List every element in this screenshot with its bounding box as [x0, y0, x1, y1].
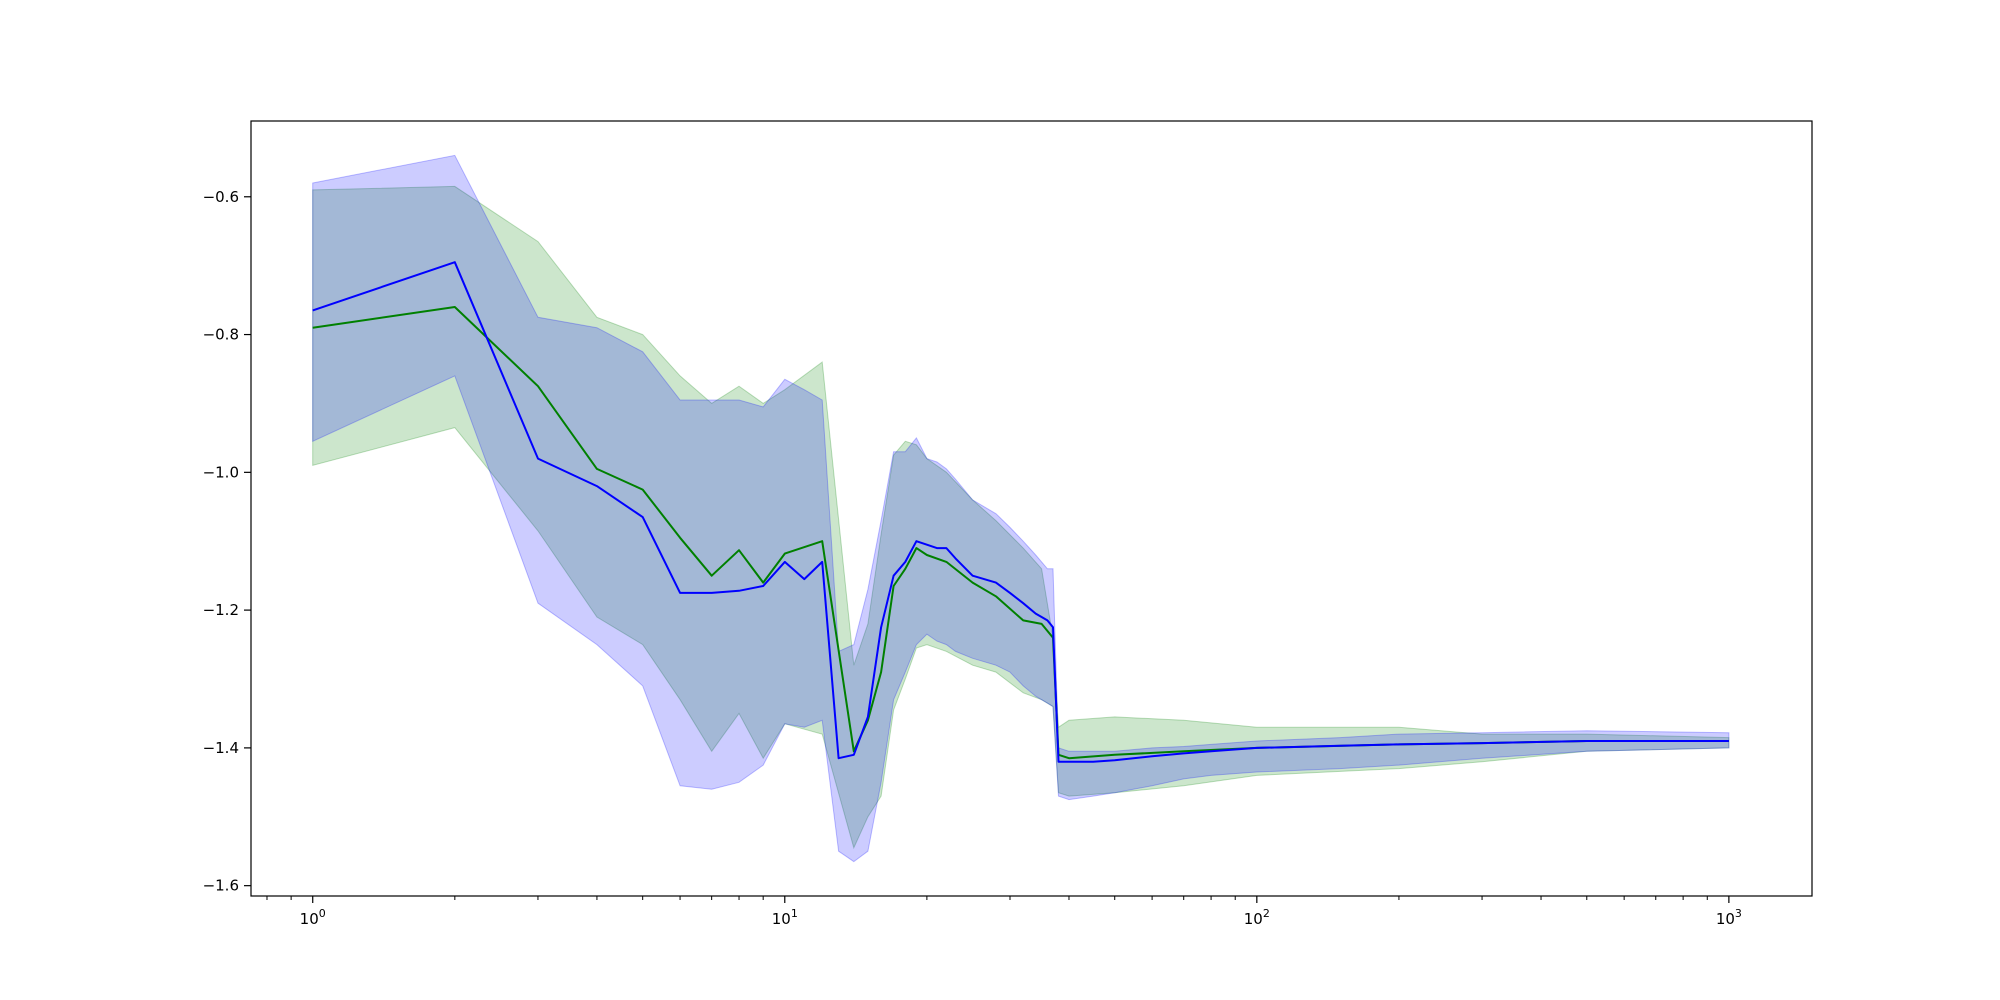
series-line-1 — [312, 306, 1729, 760]
x-axis: 100 101 102 103 — [266, 896, 1742, 928]
y-tick-label: −1.2 — [203, 601, 239, 619]
y-axis: −0.6 −0.8 −1.0 −1.2 −1.4 −1.6 — [203, 188, 251, 895]
series-band-2 — [312, 154, 1730, 863]
y-tick-label: −0.8 — [203, 326, 239, 344]
series-line-2 — [312, 261, 1729, 763]
x-tick-label: 103 — [1716, 907, 1742, 928]
series-lines — [312, 261, 1729, 763]
x-tick-label: 101 — [772, 907, 798, 928]
confidence-bands — [312, 154, 1730, 863]
y-tick-label: −1.4 — [203, 739, 239, 757]
series-band-1 — [312, 185, 1730, 850]
plot-frame — [250, 120, 1813, 897]
y-tick-label: −1.6 — [203, 877, 239, 895]
x-tick-label: 100 — [300, 907, 326, 928]
y-tick-label: −1.0 — [203, 463, 239, 481]
x-tick-label: 102 — [1244, 907, 1270, 928]
y-tick-label: −0.6 — [203, 188, 239, 206]
